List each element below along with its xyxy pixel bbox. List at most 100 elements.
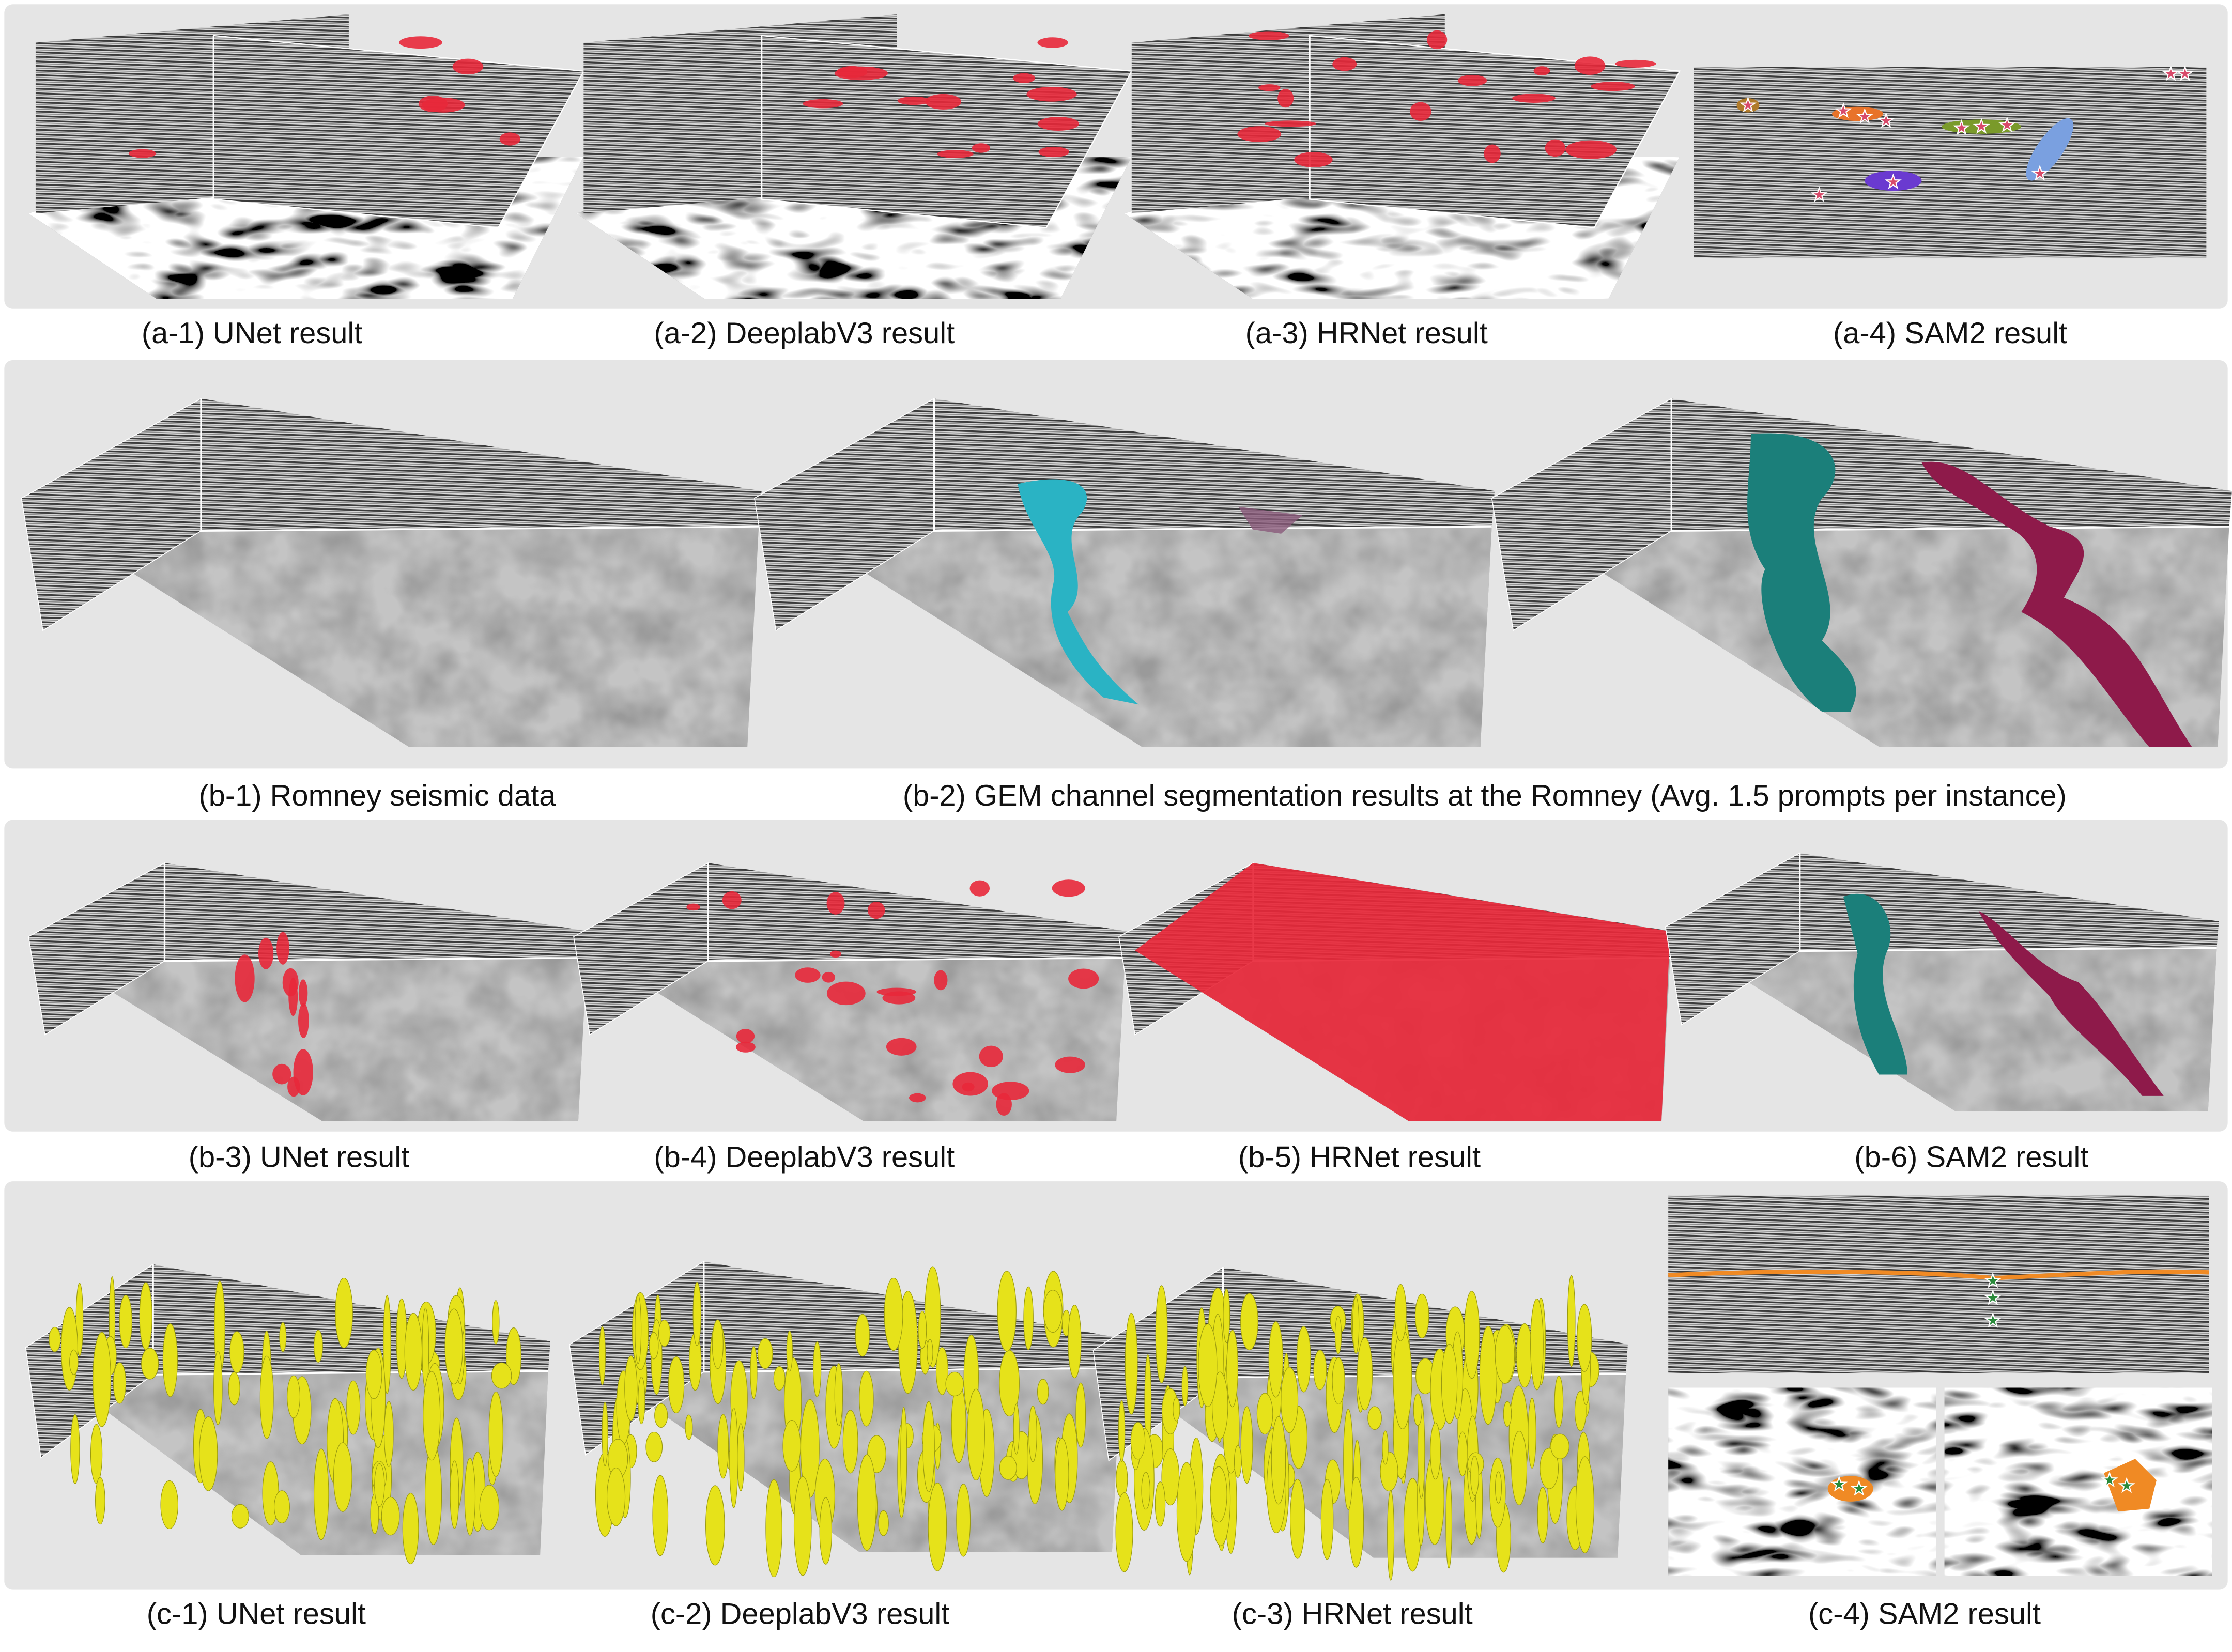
prompt-star-icon xyxy=(1984,1311,2002,1328)
prompt-star-icon xyxy=(2162,65,2179,81)
mask-blob xyxy=(1457,74,1487,86)
karst-mask-blob xyxy=(1023,1286,1034,1350)
karst-mask-blob xyxy=(1037,1379,1049,1405)
mask-blob xyxy=(1248,31,1289,40)
karst-mask-blob xyxy=(1479,1325,1497,1425)
karst-mask-blob xyxy=(1382,1430,1389,1465)
karst-mask-blob xyxy=(598,1326,606,1385)
karst-mask-blob xyxy=(162,1323,178,1397)
karst-mask-blob xyxy=(228,1371,240,1406)
karst-mask-blob xyxy=(918,1310,927,1349)
prompt-star-icon xyxy=(2101,1471,2118,1488)
karst-mask-blob xyxy=(1043,1290,1063,1333)
panel-c-1 xyxy=(25,1263,550,1565)
karst-mask-blob xyxy=(1210,1466,1227,1523)
karst-mask-blob xyxy=(1343,1409,1353,1510)
karst-mask-blob xyxy=(900,1407,907,1505)
mask-blob xyxy=(1052,879,1085,897)
panel-c-2 xyxy=(568,1260,1123,1578)
karst-mask-blob xyxy=(229,1331,244,1373)
mask-blob xyxy=(803,99,843,109)
karst-mask-blob xyxy=(444,1308,463,1385)
karst-mask-blob xyxy=(383,1295,391,1394)
caption-b-2: (b-2) GEM channel segmentation results a… xyxy=(903,779,2067,812)
caption-c-1: (c-1) UNet result xyxy=(147,1598,366,1631)
karst-mask-blob xyxy=(1367,1406,1382,1430)
karst-mask-blob xyxy=(859,1370,874,1427)
karst-mask-blob xyxy=(842,1410,858,1474)
karst-mask-blob xyxy=(333,1442,352,1512)
karst-mask-blob xyxy=(49,1326,61,1352)
box-edge xyxy=(163,862,587,962)
seismic-section xyxy=(1694,67,2207,258)
mask-blob xyxy=(1332,57,1357,71)
mask-blob xyxy=(736,1028,755,1044)
caption-b-6: (b-6) SAM2 result xyxy=(1854,1141,2088,1174)
captions: (a-1) UNet result (a-2) DeeplabV3 result… xyxy=(142,317,2089,1631)
karst-mask-blob xyxy=(1296,1326,1311,1393)
karst-mask-blob xyxy=(1198,1323,1218,1407)
karst-mask-blob xyxy=(717,1414,729,1479)
karst-mask-blob xyxy=(1441,1344,1458,1424)
prompt-star-icon xyxy=(1850,1479,1868,1496)
prompt-star-icon xyxy=(1739,96,1757,113)
mask-blob xyxy=(272,1063,291,1085)
karst-mask-blob xyxy=(967,1388,985,1480)
mask-blob xyxy=(1294,152,1333,167)
mask-blob xyxy=(969,880,990,897)
karst-mask-blob xyxy=(1537,1487,1548,1543)
caption-a-1: (a-1) UNet result xyxy=(142,317,362,350)
panel-b-3 xyxy=(28,862,589,1121)
panel-a-2 xyxy=(576,14,1133,299)
karst-mask-blob xyxy=(1348,1477,1364,1568)
caption-a-2: (a-2) DeeplabV3 result xyxy=(654,317,955,350)
mask-blob xyxy=(1426,30,1448,50)
karst-mask-blob xyxy=(139,1282,152,1350)
karst-mask-blob xyxy=(878,1510,889,1536)
mask-blob xyxy=(996,1093,1012,1116)
mask-blob xyxy=(826,892,845,915)
karst-mask-blob xyxy=(773,1366,786,1391)
karst-mask-blob xyxy=(1256,1393,1273,1435)
mask-blob xyxy=(992,1082,1029,1101)
mask-blob xyxy=(829,950,842,958)
mask-blob xyxy=(826,981,866,1006)
karst-mask-blob xyxy=(658,1320,671,1347)
sam2-channel-mask xyxy=(1843,893,1907,1075)
karst-mask-blob xyxy=(928,1483,947,1571)
karst-mask-blob xyxy=(1352,1296,1360,1354)
karst-mask-blob xyxy=(945,1371,964,1397)
karst-mask-blob xyxy=(712,1319,724,1369)
karst-mask-blob xyxy=(199,1416,218,1491)
mask-blob xyxy=(1574,56,1606,75)
karst-mask-blob xyxy=(1013,1403,1020,1455)
mask-blob xyxy=(979,1045,1003,1068)
karst-mask-blob xyxy=(793,1476,812,1576)
karst-mask-blob xyxy=(491,1362,512,1389)
karst-mask-blob xyxy=(488,1391,503,1477)
karst-mask-blob xyxy=(1516,1323,1533,1388)
seismic-floor-texture xyxy=(590,950,1125,1121)
karst-mask-blob xyxy=(1577,1304,1592,1372)
mask-blob xyxy=(282,968,299,997)
seismic-back-wall xyxy=(708,862,1127,961)
karst-mask-blob xyxy=(999,1456,1017,1480)
prompt-star-icon xyxy=(2118,1477,2135,1493)
box-edge xyxy=(200,398,759,532)
caption-a-3: (a-3) HRNet result xyxy=(1245,317,1488,350)
mask-blob xyxy=(1614,59,1656,68)
karst-mask-blob xyxy=(1332,1357,1345,1404)
karst-mask-blob xyxy=(492,1300,500,1345)
karst-mask-blob xyxy=(729,1407,738,1508)
karst-mask-blob xyxy=(1176,1462,1197,1562)
karst-mask-blob xyxy=(70,1414,80,1484)
karst-mask-blob xyxy=(1554,1376,1564,1428)
karst-mask-blob xyxy=(231,1504,249,1529)
karst-mask-blob xyxy=(1289,1478,1305,1559)
karst-mask-blob xyxy=(705,1485,725,1566)
karst-mask-blob xyxy=(1320,1479,1334,1560)
karst-mask-blob xyxy=(645,1431,663,1462)
mask-blob xyxy=(909,1093,926,1103)
seismic-floor-texture xyxy=(42,516,759,748)
karst-mask-blob xyxy=(624,1355,638,1421)
